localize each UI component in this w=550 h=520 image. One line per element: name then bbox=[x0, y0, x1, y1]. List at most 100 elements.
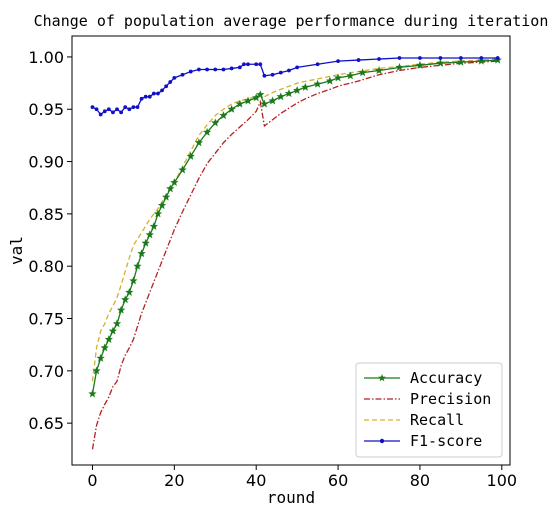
data-point bbox=[333, 73, 343, 82]
data-point bbox=[262, 73, 267, 78]
data-point bbox=[104, 335, 114, 344]
plot-frame bbox=[71, 35, 511, 466]
y-tick-label: 0.90 bbox=[28, 153, 64, 172]
data-point bbox=[356, 58, 361, 62]
data-point bbox=[196, 67, 201, 72]
data-point bbox=[284, 89, 294, 98]
data-point bbox=[229, 66, 234, 71]
legend-box bbox=[355, 362, 503, 458]
data-point bbox=[242, 62, 246, 67]
x-axis: 0 20 40 60 80 100 bbox=[87, 465, 517, 490]
data-point bbox=[116, 305, 126, 314]
data-point bbox=[149, 222, 159, 231]
data-point bbox=[141, 238, 150, 247]
data-point bbox=[295, 65, 300, 70]
data-point bbox=[479, 56, 484, 60]
data-point bbox=[213, 67, 218, 72]
data-point bbox=[164, 84, 169, 89]
series-f1-score bbox=[90, 56, 500, 117]
data-point bbox=[123, 105, 128, 110]
legend-label: F1-score bbox=[410, 432, 482, 450]
data-point bbox=[98, 112, 103, 117]
chart-title: Change of population average performance… bbox=[34, 12, 549, 30]
y-tick-label: 0.75 bbox=[28, 310, 64, 329]
data-point bbox=[157, 201, 167, 210]
data-point bbox=[260, 99, 269, 108]
x-axis-label: round bbox=[267, 488, 315, 507]
data-point bbox=[256, 90, 265, 99]
data-point bbox=[112, 319, 122, 328]
data-point bbox=[287, 68, 291, 73]
data-point bbox=[96, 353, 105, 362]
data-point bbox=[153, 209, 163, 218]
x-tick-label: 80 bbox=[410, 471, 430, 490]
data-point bbox=[188, 69, 193, 74]
data-point bbox=[254, 62, 259, 67]
data-point bbox=[131, 105, 136, 110]
y-tick-label: 0.80 bbox=[28, 257, 64, 276]
data-point bbox=[115, 107, 119, 112]
data-point bbox=[151, 91, 156, 96]
data-point bbox=[143, 94, 148, 99]
y-tick-label: 1.00 bbox=[28, 48, 64, 67]
data-point bbox=[276, 92, 285, 101]
data-point bbox=[315, 62, 320, 67]
data-point bbox=[160, 88, 164, 93]
data-point bbox=[221, 67, 226, 72]
data-point bbox=[139, 96, 144, 101]
data-point bbox=[156, 91, 160, 96]
series-recall bbox=[91, 58, 498, 382]
data-point bbox=[495, 56, 500, 60]
data-point bbox=[246, 62, 250, 67]
data-point bbox=[346, 71, 355, 80]
data-point bbox=[395, 62, 404, 71]
legend-marker bbox=[379, 438, 385, 444]
data-point bbox=[178, 165, 187, 174]
data-point bbox=[205, 67, 209, 72]
data-point bbox=[458, 56, 463, 60]
series-accuracy bbox=[88, 55, 502, 398]
data-point bbox=[121, 295, 130, 304]
data-point bbox=[313, 79, 322, 88]
data-point bbox=[127, 107, 132, 112]
data-point bbox=[374, 66, 384, 75]
series-precision bbox=[91, 60, 498, 450]
x-tick-label: 0 bbox=[87, 471, 97, 490]
data-point bbox=[325, 76, 335, 85]
y-axis-label: val bbox=[7, 236, 26, 265]
legend: Accuracy Precision Recall F1-score bbox=[355, 362, 503, 458]
y-axis: 0.65 0.70 0.75 0.80 0.85 0.90 0.95 1.00 bbox=[28, 48, 72, 433]
data-point bbox=[180, 72, 185, 77]
data-point bbox=[270, 72, 275, 77]
data-point bbox=[268, 96, 277, 105]
data-point bbox=[119, 110, 124, 115]
data-point bbox=[172, 75, 177, 80]
data-point bbox=[166, 184, 175, 193]
data-point bbox=[278, 70, 283, 75]
data-point bbox=[108, 326, 118, 335]
x-tick-label: 20 bbox=[164, 471, 184, 490]
data-point bbox=[377, 57, 381, 61]
x-tick-label: 60 bbox=[328, 471, 348, 490]
legend-label: Precision bbox=[410, 390, 491, 408]
data-point bbox=[170, 178, 179, 187]
data-point bbox=[147, 94, 152, 99]
series-line-recall bbox=[91, 58, 498, 382]
data-point bbox=[100, 343, 109, 352]
legend-label: Accuracy bbox=[410, 369, 482, 387]
data-point bbox=[102, 109, 107, 114]
data-point bbox=[235, 99, 245, 108]
data-point bbox=[301, 82, 310, 91]
series-line-f1-score bbox=[92, 57, 498, 116]
data-point bbox=[161, 192, 171, 201]
legend-marker bbox=[378, 374, 386, 382]
data-point bbox=[92, 366, 101, 375]
data-point bbox=[456, 57, 466, 66]
y-tick-label: 0.95 bbox=[28, 100, 64, 119]
x-tick-label: 100 bbox=[487, 471, 518, 490]
data-point bbox=[145, 230, 154, 239]
data-point bbox=[436, 58, 445, 67]
data-point bbox=[90, 105, 95, 110]
data-point bbox=[237, 65, 242, 70]
data-point bbox=[438, 56, 443, 60]
